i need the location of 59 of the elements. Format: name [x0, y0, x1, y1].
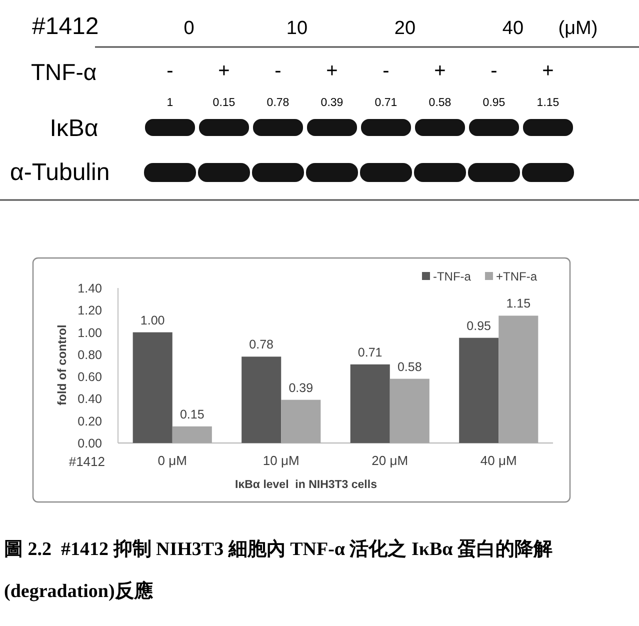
bar — [350, 364, 390, 443]
text: 20 — [394, 18, 416, 39]
data-label: 0.95 — [482, 97, 506, 109]
category-label: + — [218, 60, 230, 82]
category-label: - — [274, 60, 282, 82]
category-label: - — [382, 60, 390, 82]
data-label: 0.95 — [466, 318, 492, 333]
category-label: + — [434, 60, 446, 82]
y-axis-title: fold of control — [55, 324, 69, 406]
text: 40 — [502, 18, 524, 39]
data-label: 0.71 — [374, 97, 398, 109]
x-tick-label: 10 μM — [262, 453, 300, 468]
y-tick-label: 0.40 — [78, 392, 102, 406]
bar — [132, 332, 172, 443]
category-label: - — [490, 60, 498, 82]
data-label: 1.15 — [506, 296, 531, 311]
x-tick-label: 20 μM — [372, 453, 408, 468]
x-tick-label: 40 μM — [480, 453, 517, 468]
text: α-Tubulin — [10, 159, 110, 186]
data-label: 0.39 — [320, 97, 344, 109]
data-label: 1.00 — [140, 313, 165, 328]
data-label: 0.71 — [358, 345, 382, 360]
x-axis-title: IκBα level in NIH3T3 cells — [235, 479, 377, 491]
bar — [498, 316, 538, 443]
bar — [459, 338, 499, 443]
data-label: 0.39 — [288, 380, 314, 395]
y-tick-label: 1.40 — [78, 282, 102, 296]
category-label: + — [326, 60, 338, 82]
category-label: - — [166, 60, 174, 82]
text: TNF-α — [31, 59, 97, 85]
data-label: 0.78 — [266, 97, 290, 109]
legend-label: +TNF-a — [496, 270, 538, 284]
y-tick-label: 1.20 — [78, 304, 102, 318]
text: #1412 — [32, 13, 99, 40]
y-tick-label: 0.60 — [78, 370, 102, 384]
bar — [281, 400, 321, 443]
text: 10 — [286, 18, 308, 39]
data-label: 1.15 — [536, 97, 560, 109]
data-label: 0.15 — [180, 407, 204, 422]
text: (μM) — [558, 18, 598, 39]
category-label: + — [542, 60, 554, 82]
legend-label: -TNF-a — [432, 270, 472, 284]
y-tick-label: 1.00 — [78, 326, 102, 340]
text: IκBα — [50, 115, 98, 142]
data-label: 0.15 — [212, 97, 236, 109]
y-tick-label: 0.00 — [78, 436, 102, 450]
y-tick-label: 0.20 — [78, 414, 102, 428]
text: #1412 — [68, 454, 105, 469]
bar — [390, 378, 430, 443]
bar — [172, 426, 212, 443]
x-tick-label: 0 μM — [158, 453, 187, 468]
data-label: 0.58 — [397, 360, 422, 374]
data-label: 0.58 — [428, 97, 452, 109]
caption: 圖 2.2 #1412 抑制 NIH3T3 細胞內 TNF-α 活化之 IκBα 蛋白的降解(degradation)反應 — [4, 538, 552, 602]
text: 0 — [184, 18, 194, 39]
data-label: 0.78 — [249, 338, 274, 352]
data-label: 1 — [166, 97, 174, 109]
bar — [242, 356, 282, 443]
y-tick-label: 0.80 — [78, 348, 102, 362]
